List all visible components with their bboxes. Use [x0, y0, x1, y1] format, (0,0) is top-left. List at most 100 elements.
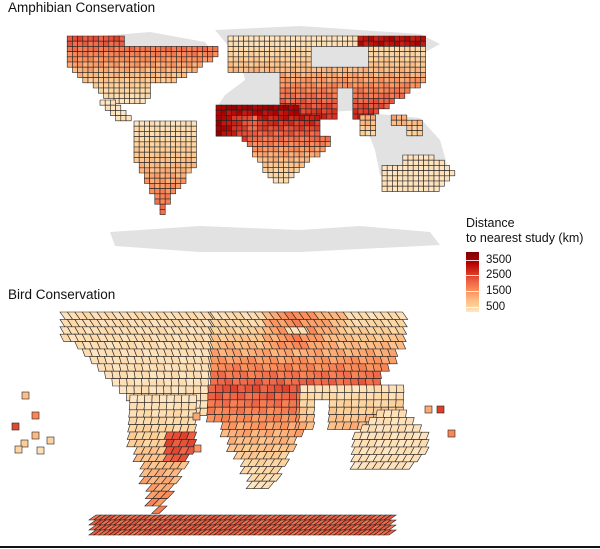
island-cell — [20, 439, 29, 448]
grid-cell — [407, 159, 414, 166]
grid-cell — [154, 183, 161, 189]
grid-cell — [149, 177, 156, 184]
grid-cell — [414, 61, 421, 68]
grid-cell — [144, 61, 151, 68]
grid-cell — [164, 120, 171, 127]
grid-cell — [186, 51, 193, 58]
grid-cell — [87, 66, 94, 73]
grid-cell — [258, 46, 265, 52]
grid-cell — [141, 378, 150, 387]
grid-cell — [241, 120, 248, 127]
grid-cell — [288, 146, 295, 153]
grid-cell — [414, 35, 421, 42]
grid-cell — [173, 394, 183, 403]
grid-cell — [336, 66, 343, 73]
grid-cell — [77, 72, 84, 78]
grid-cell — [316, 82, 322, 89]
grid-cell — [246, 115, 253, 121]
grid-cell — [241, 104, 248, 111]
grid-cell — [236, 130, 243, 137]
grid-cell — [134, 82, 141, 89]
grid-cell — [134, 98, 141, 104]
grid-cell — [118, 92, 125, 99]
grid-cell — [185, 146, 192, 153]
grid-cell — [110, 99, 116, 106]
grid-cell — [77, 35, 84, 42]
grid-cell — [295, 72, 302, 78]
grid-cell — [222, 392, 231, 401]
grid-cell — [321, 77, 328, 84]
grid-cell — [305, 66, 312, 73]
grid-cell — [269, 66, 276, 73]
grid-cell — [236, 115, 243, 121]
grid-cell — [407, 170, 414, 177]
grid-cell — [378, 40, 385, 47]
grid-cell — [110, 110, 116, 116]
grid-cell — [248, 51, 255, 58]
grid-cell — [136, 402, 146, 411]
grid-cell — [129, 66, 136, 73]
grid-cell — [373, 98, 380, 104]
grid-cell — [252, 146, 258, 153]
grid-cell — [149, 136, 156, 143]
grid-cell — [167, 476, 183, 485]
grid-cell — [154, 131, 161, 137]
grid-cell — [125, 115, 132, 122]
grid-cell — [279, 92, 286, 99]
grid-cell — [368, 46, 374, 52]
grid-cell — [394, 333, 407, 342]
grid-cell — [305, 72, 312, 78]
grid-cell — [412, 185, 419, 192]
grid-cell — [257, 156, 264, 163]
grid-cell — [352, 108, 359, 115]
grid-cell — [202, 56, 208, 63]
grid-cell — [293, 125, 300, 132]
grid-cell — [272, 141, 279, 147]
grid-cell — [309, 151, 316, 158]
grid-cell — [185, 378, 195, 387]
grid-cell — [108, 35, 115, 42]
grid-cell — [129, 98, 136, 104]
grid-cell — [113, 40, 120, 47]
grid-cell — [180, 151, 187, 158]
grid-cell — [159, 151, 166, 158]
grid-cell — [164, 146, 171, 153]
grid-cell — [118, 72, 125, 78]
grid-cell — [170, 120, 176, 127]
grid-cell — [428, 180, 435, 187]
grid-cell — [124, 72, 130, 78]
grid-cell — [170, 46, 177, 52]
grid-cell — [120, 115, 127, 122]
grid-cell — [404, 87, 411, 94]
grid-cell — [373, 82, 380, 89]
grid-cell — [387, 399, 397, 408]
grid-cell — [124, 98, 130, 104]
grid-cell — [326, 108, 333, 115]
grid-cell — [236, 109, 243, 116]
grid-cell — [305, 108, 312, 115]
grid-cell — [284, 51, 291, 58]
grid-cell — [316, 98, 322, 104]
grid-cell — [192, 385, 202, 394]
grid-cell — [331, 77, 338, 84]
grid-cell — [108, 92, 115, 99]
grid-cell — [409, 51, 416, 58]
grid-cell — [160, 77, 167, 84]
grid-cell — [423, 180, 430, 187]
grid-cell — [200, 393, 209, 402]
grid-cell — [305, 414, 316, 423]
grid-cell — [236, 104, 243, 111]
grid-cell — [154, 157, 161, 163]
grid-cell — [278, 161, 284, 168]
grid-cell — [420, 77, 426, 84]
grid-cell — [368, 108, 374, 115]
grid-cell — [394, 77, 400, 84]
grid-cell — [420, 40, 426, 47]
grid-cell — [309, 146, 316, 153]
grid-cell — [409, 61, 416, 68]
grid-cell — [394, 319, 408, 328]
grid-cell — [412, 180, 419, 187]
grid-cell — [133, 157, 140, 163]
grid-cell — [108, 46, 115, 52]
grid-cell — [150, 61, 156, 68]
